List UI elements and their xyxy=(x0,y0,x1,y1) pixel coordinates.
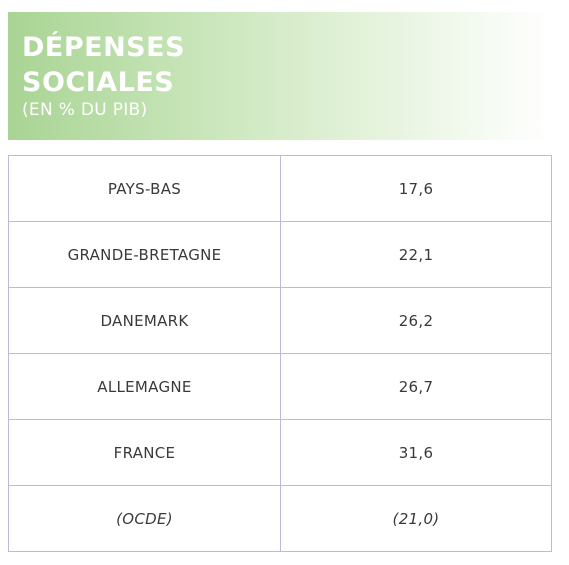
country-cell: FRANCE xyxy=(8,419,281,486)
table-row: DANEMARK 26,2 xyxy=(8,287,552,354)
social-spending-table: PAYS-BAS 17,6 GRANDE-BRETAGNE 22,1 DANEM… xyxy=(8,155,552,552)
page-subtitle: (EN % DU PIB) xyxy=(22,100,148,120)
value-cell: 31,6 xyxy=(280,419,552,486)
page-title: DÉPENSES SOCIALES xyxy=(22,30,185,100)
value-cell: 22,1 xyxy=(280,221,552,288)
value-cell: 26,7 xyxy=(280,353,552,420)
value-cell: (21,0) xyxy=(280,485,552,552)
table-row: GRANDE-BRETAGNE 22,1 xyxy=(8,221,552,288)
country-cell: (OCDE) xyxy=(8,485,281,552)
table-row: PAYS-BAS 17,6 xyxy=(8,155,552,222)
value-cell: 17,6 xyxy=(280,155,552,222)
country-cell: DANEMARK xyxy=(8,287,281,354)
table-row: ALLEMAGNE 26,7 xyxy=(8,353,552,420)
title-line-1: DÉPENSES xyxy=(22,32,186,63)
value-cell: 26,2 xyxy=(280,287,552,354)
table-row: FRANCE 31,6 xyxy=(8,419,552,486)
header-banner: DÉPENSES SOCIALES (EN % DU PIB) xyxy=(8,12,552,140)
title-line-2: SOCIALES xyxy=(22,67,175,98)
country-cell: PAYS-BAS xyxy=(8,155,281,222)
table-row-oecd: (OCDE) (21,0) xyxy=(8,485,552,552)
country-cell: ALLEMAGNE xyxy=(8,353,281,420)
country-cell: GRANDE-BRETAGNE xyxy=(8,221,281,288)
